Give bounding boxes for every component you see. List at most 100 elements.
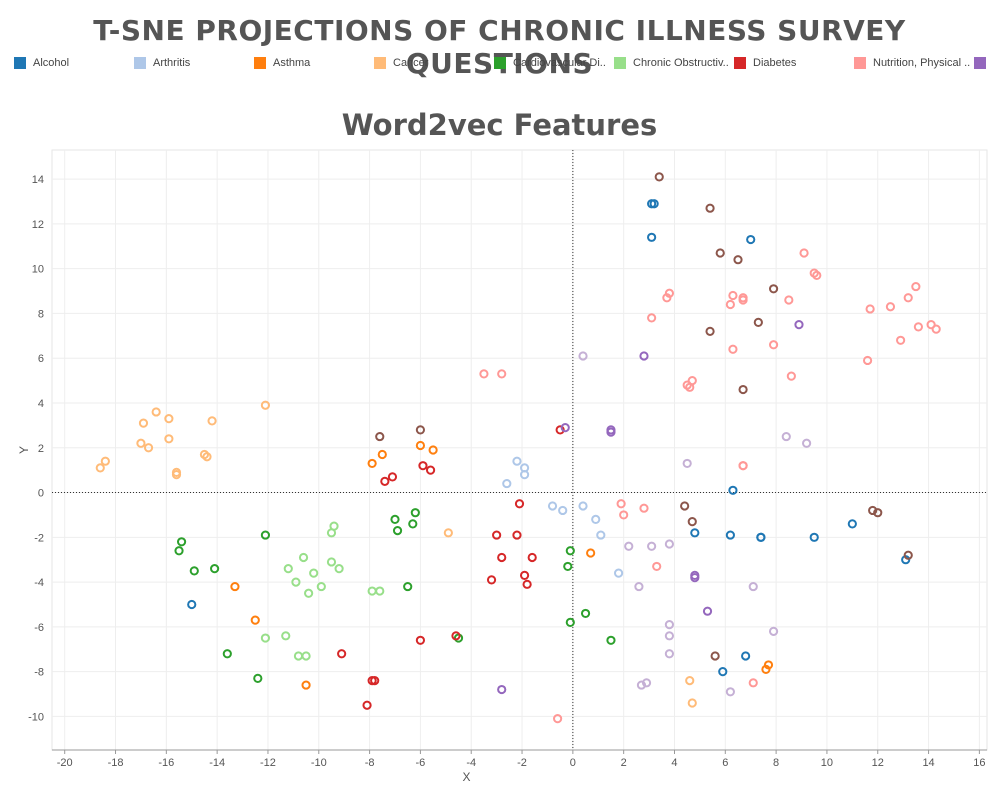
- legend-label: Diabetes: [753, 57, 797, 69]
- data-point: [309, 568, 319, 578]
- data-point: [619, 510, 629, 520]
- x-tick-label: -8: [365, 757, 375, 769]
- data-point: [865, 304, 875, 314]
- y-tick-label: 8: [38, 308, 44, 320]
- data-point: [725, 299, 735, 310]
- legend-swatch: [134, 57, 146, 69]
- data-point: [207, 416, 217, 426]
- data-point: [380, 476, 390, 486]
- data-point: [377, 449, 387, 460]
- data-point: [100, 456, 110, 466]
- data-point: [415, 440, 426, 451]
- legend-item[interactable]: Nutrition, Physical ..: [854, 56, 970, 70]
- data-point: [596, 530, 606, 540]
- legend-label: Asthma: [273, 57, 311, 69]
- data-point: [522, 579, 532, 589]
- legend-swatch: [734, 57, 746, 69]
- data-point: [514, 499, 525, 509]
- y-tick-label: 2: [38, 443, 44, 455]
- data-point: [512, 456, 522, 466]
- data-point: [794, 320, 804, 330]
- data-point: [903, 293, 913, 303]
- data-point: [418, 461, 428, 471]
- data-point: [222, 649, 232, 659]
- data-point: [334, 564, 344, 574]
- data-point: [606, 427, 616, 437]
- data-point: [647, 232, 657, 242]
- legend-swatch: [974, 57, 986, 69]
- legend-item[interactable]: Diabetes: [734, 56, 796, 70]
- data-point: [304, 588, 314, 598]
- data-point: [519, 570, 530, 580]
- y-tick-label: -2: [34, 532, 44, 544]
- x-tick-label: -18: [108, 757, 124, 769]
- data-point: [634, 581, 644, 592]
- data-point: [799, 248, 809, 258]
- legend-item[interactable]: Cancer: [374, 56, 428, 70]
- data-point: [390, 514, 400, 525]
- data-point: [367, 458, 377, 469]
- x-tick-label: 0: [570, 757, 576, 769]
- data-point: [639, 351, 649, 361]
- data-point: [649, 199, 659, 209]
- x-tick-label: 12: [872, 757, 884, 769]
- data-point: [710, 651, 720, 661]
- data-point: [664, 631, 675, 641]
- data-point: [746, 234, 756, 245]
- plot-area: [51, 149, 988, 751]
- legend-item[interactable]: Arthritis: [134, 56, 190, 70]
- legend-item[interactable]: Chronic Obstructiv..: [614, 56, 729, 70]
- data-point: [301, 651, 311, 661]
- legend-item[interactable]: Alcohol: [14, 56, 69, 70]
- data-point: [425, 465, 436, 475]
- data-point: [291, 577, 301, 587]
- data-point: [873, 508, 883, 518]
- y-axis-title: Y: [17, 446, 31, 454]
- data-point: [281, 631, 291, 641]
- data-point: [586, 548, 596, 558]
- data-point: [555, 425, 565, 435]
- data-point: [664, 649, 675, 659]
- data-point: [690, 528, 700, 538]
- data-point: [725, 530, 735, 540]
- x-tick-label: -16: [158, 757, 174, 769]
- data-point: [502, 478, 512, 489]
- data-point: [885, 302, 896, 312]
- data-point: [250, 615, 260, 625]
- data-point: [728, 344, 738, 354]
- data-point: [738, 384, 748, 395]
- legend-item[interactable]: Cardiovascular Di..: [494, 56, 606, 70]
- x-tick-label: 14: [922, 757, 934, 769]
- legend-label: Arthritis: [153, 57, 191, 69]
- data-point: [664, 539, 675, 549]
- y-tick-label: -10: [28, 711, 44, 723]
- legend: Alcohol Arthritis Asthma Cancer Cardiovascul…: [14, 56, 994, 72]
- data-point: [479, 369, 489, 379]
- data-point: [512, 530, 522, 540]
- legend-item[interactable]: [974, 56, 993, 70]
- data-point: [316, 581, 326, 592]
- legend-item[interactable]: Asthma: [254, 56, 310, 70]
- data-point: [174, 546, 184, 556]
- y-tick-label: 6: [38, 353, 44, 365]
- data-point: [164, 414, 174, 424]
- data-point: [687, 698, 697, 708]
- data-point: [580, 608, 591, 619]
- data-point: [547, 501, 558, 511]
- data-point: [298, 552, 309, 563]
- legend-swatch: [854, 57, 866, 69]
- data-point: [682, 458, 692, 469]
- data-point: [613, 568, 624, 578]
- data-point: [725, 687, 735, 697]
- data-point: [578, 351, 588, 361]
- data-point: [741, 651, 751, 661]
- data-point: [176, 537, 187, 547]
- data-point: [748, 581, 758, 592]
- data-point: [768, 626, 779, 636]
- legend-label: Cancer: [393, 57, 429, 69]
- data-point: [748, 678, 758, 688]
- data-point: [370, 675, 380, 686]
- data-point: [654, 172, 664, 182]
- data-point: [519, 470, 530, 480]
- data-point: [664, 620, 675, 630]
